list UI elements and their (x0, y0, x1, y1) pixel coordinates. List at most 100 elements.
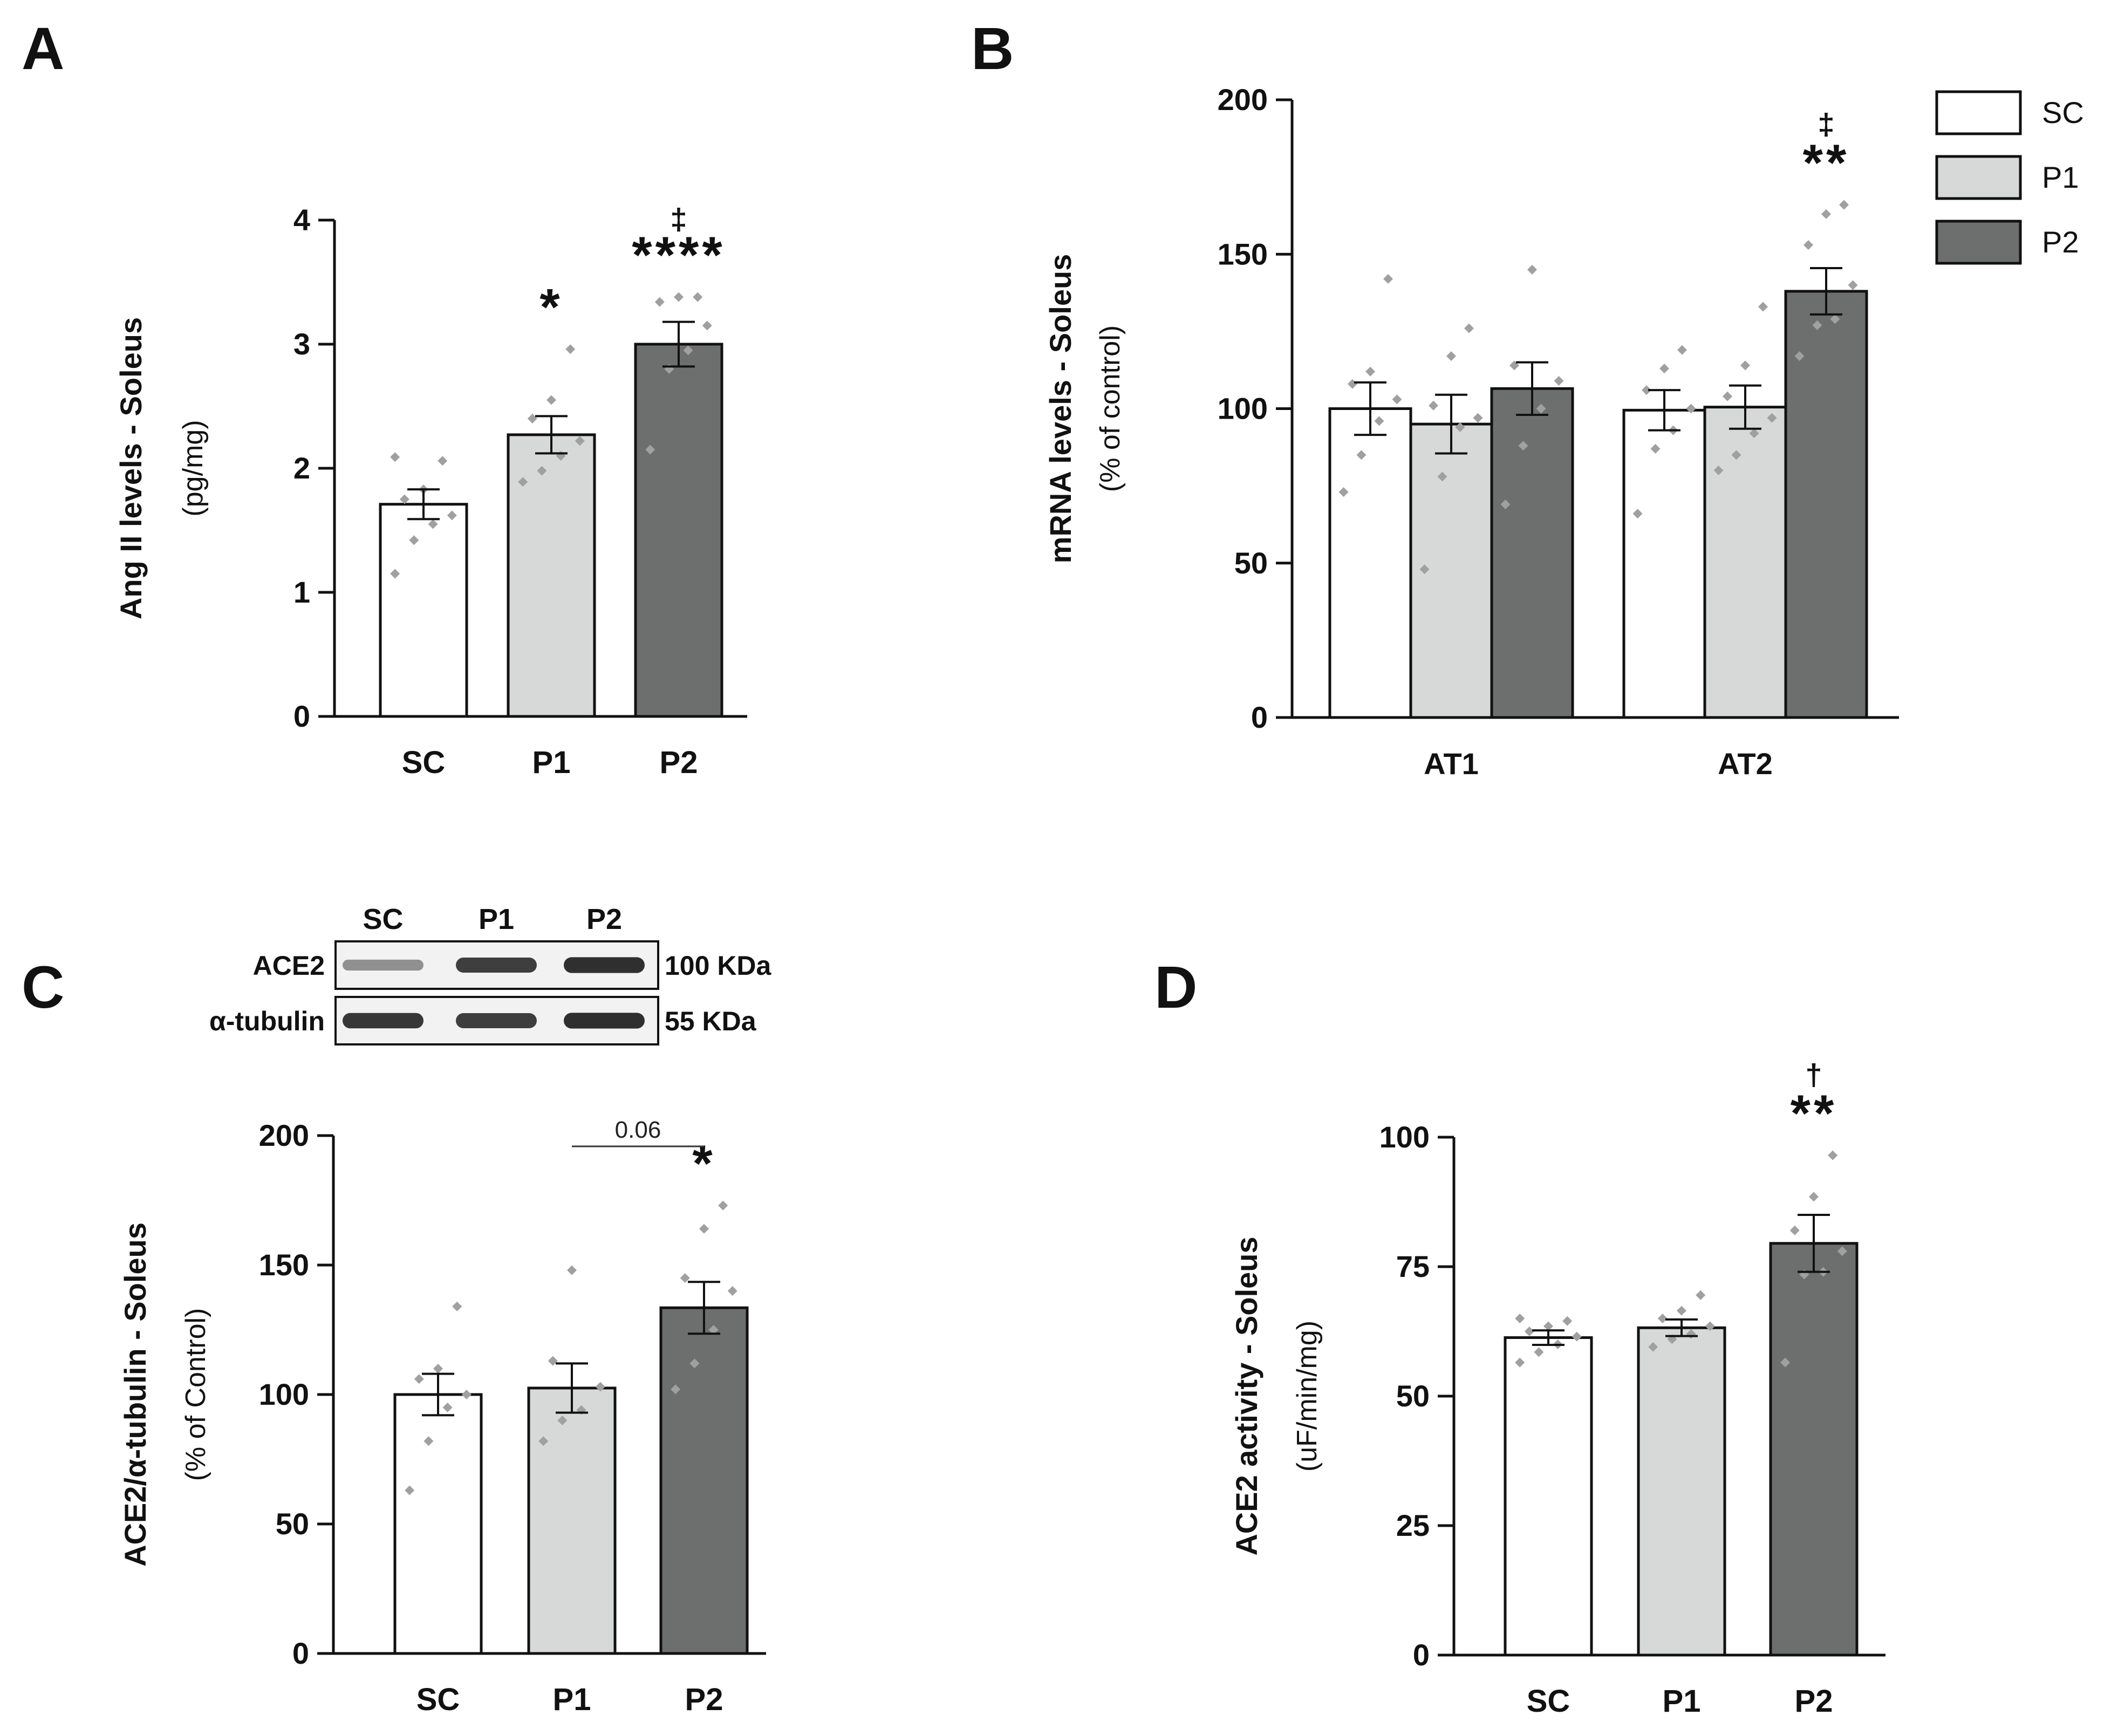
data-point (1648, 1342, 1658, 1352)
data-point (1473, 413, 1483, 423)
y-tick-label: 50 (1234, 546, 1268, 580)
data-point (1659, 364, 1669, 374)
data-point (1740, 360, 1750, 371)
x-tick-label: P1 (553, 1682, 591, 1717)
data-point (1356, 450, 1367, 460)
y-axis-label: ACE2 activity - Soleus (1229, 1236, 1263, 1555)
blot-band (343, 1013, 423, 1029)
bar (393, 1393, 483, 1655)
data-point (727, 1286, 737, 1296)
blot-size-label: 100 KDa (665, 951, 772, 981)
data-point (595, 1382, 605, 1392)
panel-b: 0 50 100 150 200 mRNA levels - Soleus (% of co… (1043, 83, 1899, 781)
x-tick-label: P2 (1795, 1684, 1833, 1719)
data-point (1348, 379, 1357, 389)
data-point (423, 1436, 434, 1446)
y-tick-label: 3 (293, 327, 310, 361)
data-point (1686, 404, 1696, 414)
panel-letter: C (22, 954, 64, 1021)
x-tick-label: AT1 (1424, 747, 1479, 781)
x-tick-label: P2 (685, 1682, 723, 1717)
data-point (548, 1356, 558, 1366)
y-axis-label: Ang II levels - Soleus (114, 317, 148, 619)
bar (1769, 1242, 1859, 1657)
data-point (699, 1224, 709, 1234)
bar (1328, 407, 1412, 719)
data-point (1365, 366, 1375, 377)
data-point (518, 477, 528, 487)
significance-stars: ** (1791, 1085, 1837, 1143)
blot-lane-label: P1 (479, 903, 514, 935)
data-point (1767, 413, 1777, 423)
x-tick-label: P1 (1663, 1684, 1701, 1719)
data-point (708, 1325, 719, 1335)
y-axis-label: mRNA levels - Soleus (1043, 254, 1077, 564)
data-point (1429, 400, 1438, 411)
significance-stars: **** (632, 227, 725, 284)
data-point (645, 445, 655, 455)
bar (1637, 1326, 1726, 1657)
data-point (461, 1390, 472, 1399)
data-point (1642, 385, 1651, 395)
bar (379, 503, 468, 718)
data-point (1828, 1150, 1838, 1160)
y-tick-label: 0 (293, 699, 310, 733)
blot-protein-label: ACE2 (253, 951, 325, 981)
data-point (399, 494, 409, 504)
data-point (1562, 1316, 1573, 1326)
data-point (1713, 466, 1724, 475)
data-point (1705, 1321, 1715, 1331)
significance-stars: ** (1803, 134, 1850, 192)
data-point (1572, 1331, 1582, 1342)
data-point (1758, 302, 1768, 312)
bar (634, 343, 723, 718)
legend-label: P1 (2042, 160, 2079, 194)
y-tick-label: 50 (276, 1507, 309, 1541)
data-point (390, 569, 400, 579)
y-tick-label: 200 (1218, 83, 1268, 117)
data-point (1464, 323, 1474, 333)
panel-labels: A B C D (22, 16, 1197, 1021)
data-point (1848, 280, 1858, 290)
y-axis-sublabel: (% of Control) (180, 1308, 211, 1481)
data-point (1534, 1347, 1544, 1357)
significance-stars: * (692, 1135, 715, 1193)
significance-stars: * (539, 278, 563, 336)
legend-label: SC (2042, 95, 2084, 129)
data-point (447, 510, 457, 521)
panel-a: 0 1 2 3 4 Ang II levels - Soleus (pg/mg) SC P1 P2… (114, 202, 747, 780)
data-point (1830, 314, 1840, 324)
legend-label: P2 (2042, 225, 2079, 259)
data-point (1437, 471, 1447, 482)
blot-band (564, 1013, 645, 1029)
data-point (1419, 564, 1430, 575)
y-tick-label: 25 (1396, 1508, 1430, 1542)
blot-band (564, 957, 645, 973)
bar (1490, 387, 1574, 719)
x-tick-label: P2 (660, 745, 698, 780)
data-point (718, 1200, 728, 1211)
y-tick-label: 75 (1396, 1249, 1430, 1283)
data-point (409, 535, 419, 545)
data-point (575, 436, 585, 446)
y-axis-sublabel: (uF/min/mg) (1292, 1321, 1323, 1472)
x-tick-label: SC (402, 745, 446, 780)
panel-c: 0 50 100 150 200 ACE2/α-tubulin - Soleus (% of… (118, 1117, 766, 1717)
y-axis-sublabel: (% of control) (1095, 325, 1126, 492)
legend-swatch (1935, 155, 2022, 200)
data-point (680, 1273, 690, 1283)
legend-swatch (1935, 90, 2022, 135)
bar (1504, 1336, 1593, 1657)
data-point (1749, 428, 1759, 439)
bar (1622, 408, 1706, 719)
y-tick-label: 100 (1218, 392, 1268, 426)
blot-lane-label: P2 (586, 903, 622, 935)
data-point (1696, 1290, 1706, 1300)
panel-letter: A (22, 16, 64, 82)
data-point (557, 1416, 568, 1425)
data-point (1780, 1357, 1791, 1368)
data-point (674, 292, 684, 302)
y-tick-label: 0 (1251, 700, 1268, 734)
y-tick-label: 100 (259, 1377, 309, 1411)
